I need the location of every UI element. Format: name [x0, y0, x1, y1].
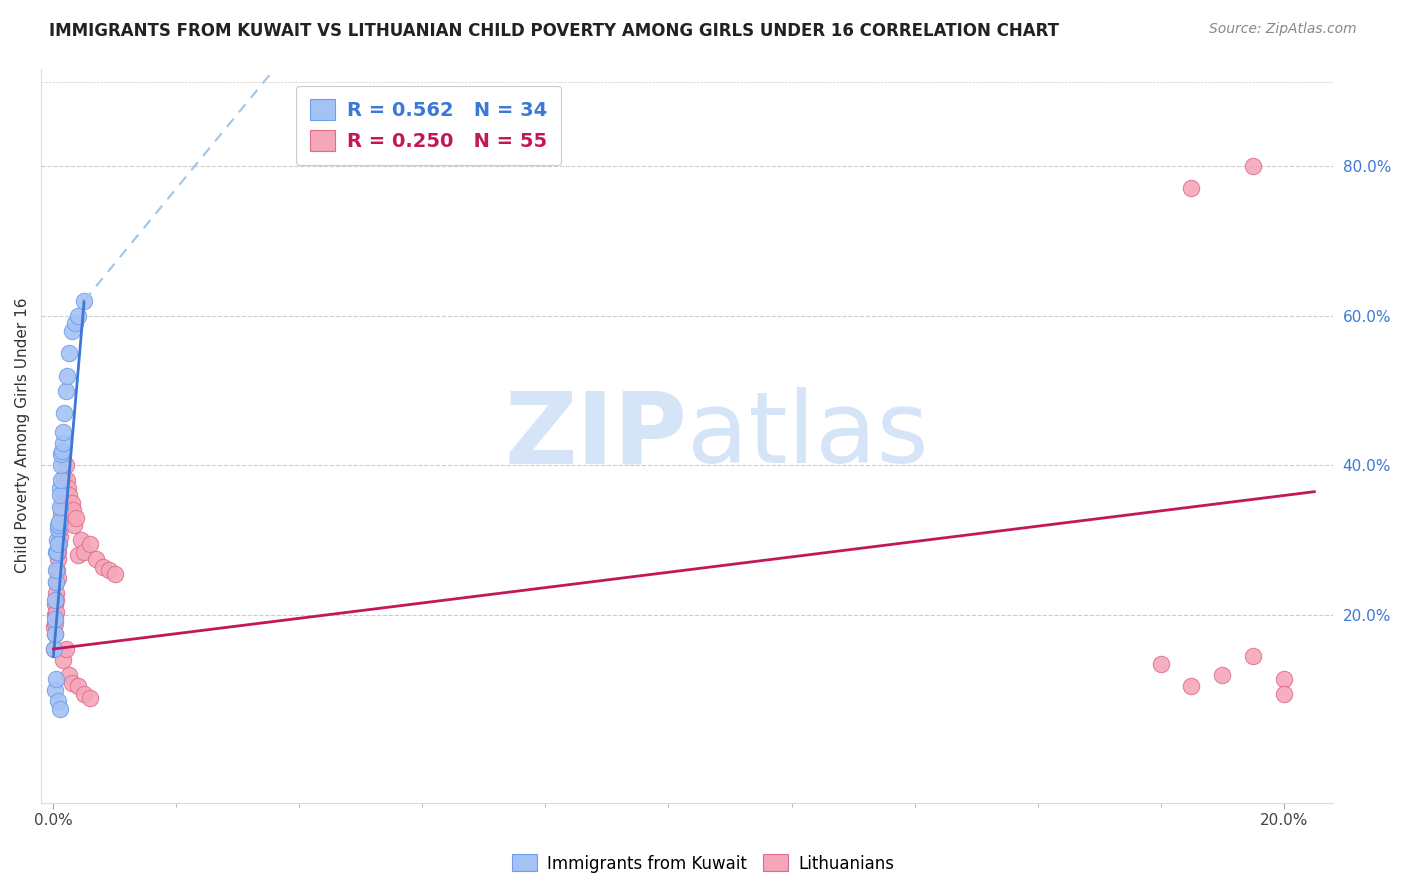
Point — [45, 672, 67, 686]
Point — [1272, 687, 1295, 701]
Point — [55, 458, 77, 473]
Point — [58, 668, 80, 682]
Point — [56, 474, 79, 488]
Point — [48, 500, 70, 514]
Point — [44, 593, 66, 607]
Point — [66, 680, 89, 694]
Point — [46, 694, 69, 708]
Point — [46, 518, 69, 533]
Point — [51, 447, 73, 461]
Legend: R = 0.562   N = 34, R = 0.250   N = 55: R = 0.562 N = 34, R = 0.250 N = 55 — [297, 86, 561, 165]
Point — [1241, 159, 1264, 173]
Point — [46, 522, 69, 536]
Point — [51, 507, 73, 521]
Point — [73, 544, 96, 558]
Point — [49, 458, 72, 473]
Point — [79, 537, 101, 551]
Point — [45, 593, 67, 607]
Point — [46, 544, 69, 558]
Point — [52, 425, 75, 439]
Point — [46, 571, 69, 585]
Text: IMMIGRANTS FROM KUWAIT VS LITHUANIAN CHILD POVERTY AMONG GIRLS UNDER 16 CORRELAT: IMMIGRANTS FROM KUWAIT VS LITHUANIAN CHI… — [49, 22, 1059, 40]
Point — [55, 384, 77, 398]
Point — [44, 683, 66, 698]
Point — [60, 675, 83, 690]
Point — [49, 515, 72, 529]
Text: atlas: atlas — [688, 387, 928, 484]
Point — [52, 653, 75, 667]
Point — [44, 612, 66, 626]
Point — [51, 500, 73, 514]
Point — [46, 544, 69, 558]
Point — [44, 627, 66, 641]
Point — [56, 368, 79, 383]
Point — [53, 469, 76, 483]
Point — [52, 436, 75, 450]
Point — [49, 488, 72, 502]
Point — [49, 474, 72, 488]
Point — [60, 496, 83, 510]
Text: ZIP: ZIP — [505, 387, 688, 484]
Point — [62, 503, 84, 517]
Point — [63, 518, 86, 533]
Point — [44, 627, 66, 641]
Point — [66, 309, 89, 323]
Point — [45, 574, 67, 589]
Point — [55, 642, 77, 657]
Point — [1180, 181, 1202, 195]
Point — [46, 533, 69, 548]
Point — [48, 530, 70, 544]
Y-axis label: Child Poverty Among Girls Under 16: Child Poverty Among Girls Under 16 — [15, 298, 30, 574]
Point — [44, 597, 66, 611]
Point — [48, 537, 70, 551]
Point — [42, 642, 65, 657]
Legend: Immigrants from Kuwait, Lithuanians: Immigrants from Kuwait, Lithuanians — [505, 847, 901, 880]
Point — [97, 563, 120, 577]
Point — [58, 346, 80, 360]
Point — [104, 567, 127, 582]
Point — [66, 549, 89, 563]
Point — [86, 552, 108, 566]
Point — [49, 522, 72, 536]
Point — [52, 492, 75, 507]
Point — [46, 537, 69, 551]
Point — [48, 481, 70, 495]
Point — [42, 642, 65, 657]
Point — [91, 559, 114, 574]
Point — [1241, 649, 1264, 664]
Point — [46, 563, 69, 577]
Point — [45, 586, 67, 600]
Point — [51, 443, 73, 458]
Point — [44, 608, 66, 623]
Point — [52, 484, 75, 499]
Point — [48, 515, 70, 529]
Point — [63, 316, 86, 330]
Point — [1180, 680, 1202, 694]
Point — [73, 687, 96, 701]
Point — [46, 552, 69, 566]
Point — [58, 488, 80, 502]
Point — [73, 293, 96, 308]
Text: Source: ZipAtlas.com: Source: ZipAtlas.com — [1209, 22, 1357, 37]
Point — [1272, 672, 1295, 686]
Point — [70, 533, 93, 548]
Point — [52, 477, 75, 491]
Point — [60, 324, 83, 338]
Point — [56, 481, 79, 495]
Point — [1211, 668, 1233, 682]
Point — [48, 702, 70, 716]
Point — [65, 511, 87, 525]
Point — [1149, 657, 1171, 671]
Point — [45, 574, 67, 589]
Point — [45, 605, 67, 619]
Point — [44, 615, 66, 630]
Point — [79, 690, 101, 705]
Point — [42, 619, 65, 633]
Point — [53, 406, 76, 420]
Point — [45, 544, 67, 558]
Point — [45, 563, 67, 577]
